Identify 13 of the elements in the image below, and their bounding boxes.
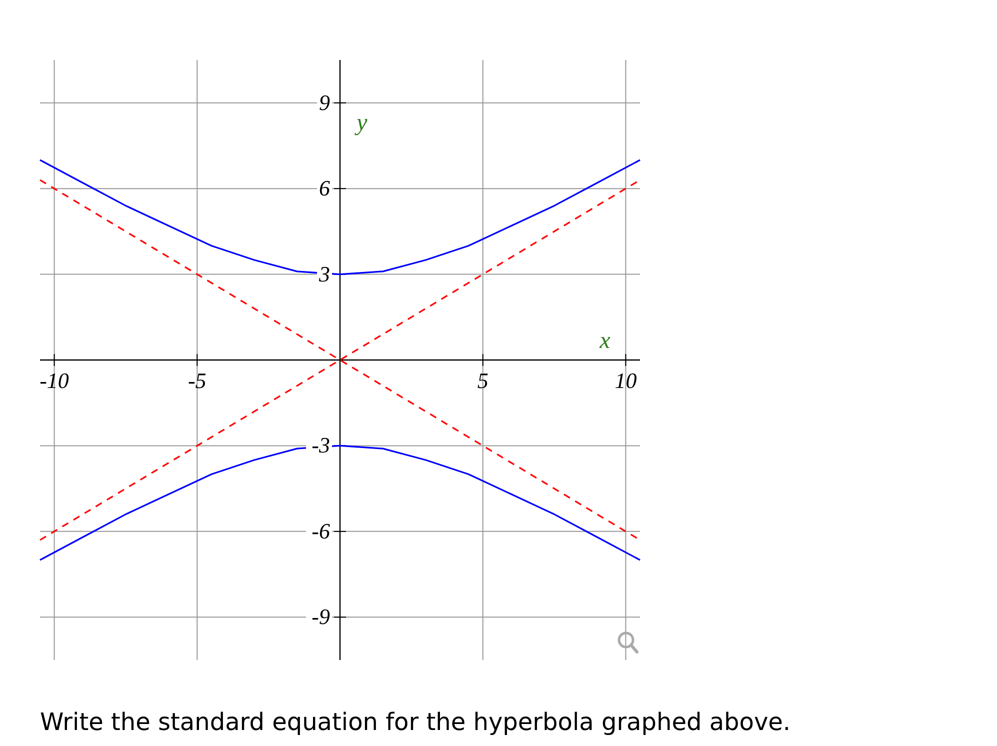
y-tick-label: 6 bbox=[319, 176, 330, 201]
y-tick-label: 9 bbox=[319, 90, 330, 115]
y-tick-label: 3 bbox=[318, 261, 330, 286]
x-tick-label: -5 bbox=[188, 368, 206, 393]
x-tick-label: -10 bbox=[40, 368, 69, 393]
y-tick-label: -9 bbox=[312, 604, 330, 630]
y-tick-label: -3 bbox=[312, 432, 330, 458]
text: Write the standard equation for the hyperbola graphed above. bbox=[40, 708, 791, 736]
x-axis-title: x bbox=[598, 328, 611, 354]
x-tick-label: 10 bbox=[614, 368, 637, 393]
y-tick-label: -6 bbox=[312, 518, 330, 544]
x-tick-label: 5 bbox=[477, 368, 488, 393]
y-axis-title: y bbox=[354, 110, 368, 136]
